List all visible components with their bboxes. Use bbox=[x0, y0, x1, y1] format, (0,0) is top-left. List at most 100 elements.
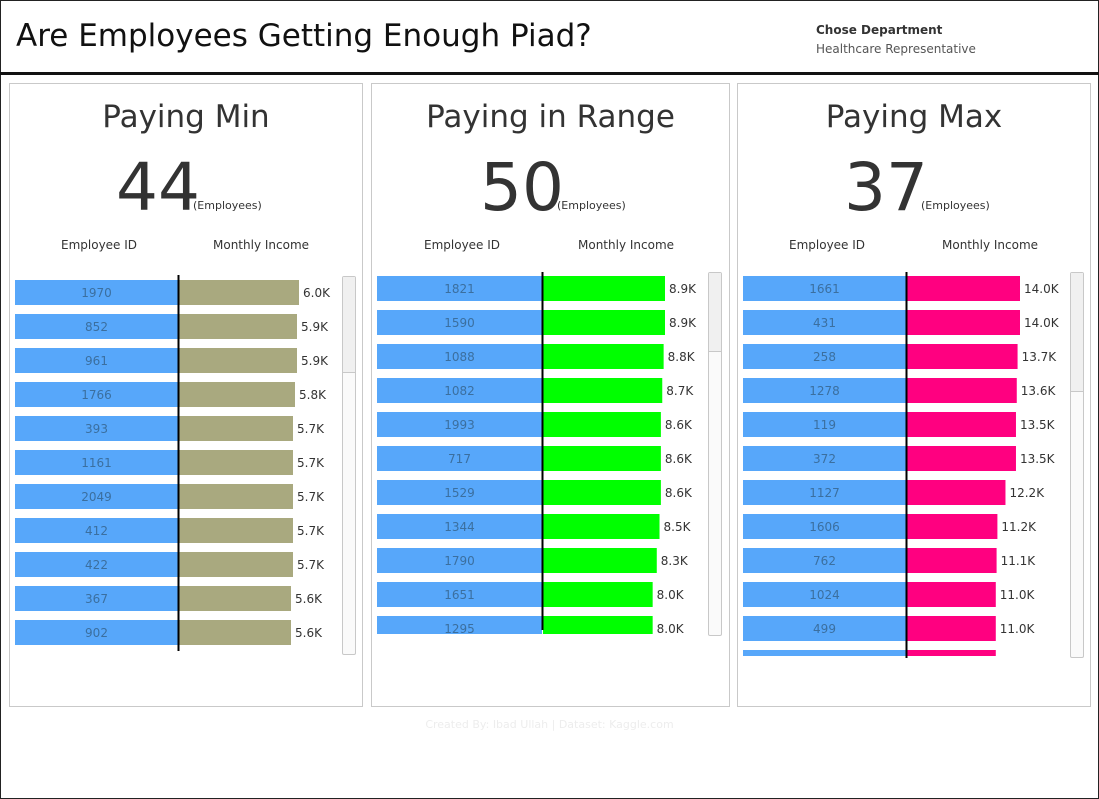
kpi-unit: (Employees) bbox=[557, 199, 626, 212]
dashboard-title: Are Employees Getting Enough Piad? bbox=[16, 18, 592, 54]
employee-id-bar bbox=[15, 586, 178, 611]
employee-id-bar bbox=[15, 348, 178, 373]
monthly-income-bar bbox=[543, 616, 653, 634]
monthly-income-bar bbox=[907, 616, 996, 641]
monthly-income-bar bbox=[179, 416, 293, 441]
monthly-income-bar bbox=[543, 378, 663, 403]
employee-id-bar bbox=[15, 484, 178, 509]
employee-id-bar bbox=[743, 276, 906, 301]
employee-id-bar bbox=[377, 548, 542, 573]
column-header-monthly-income: Monthly Income bbox=[213, 238, 310, 252]
employee-id-bar bbox=[377, 616, 542, 634]
employee-id-bar bbox=[743, 378, 906, 403]
scrollbar-thumb[interactable] bbox=[1071, 273, 1083, 392]
employee-id-bar-partial bbox=[743, 650, 906, 656]
employee-id-bar bbox=[377, 310, 542, 335]
monthly-income-bar bbox=[179, 586, 291, 611]
employee-id-bar bbox=[743, 480, 906, 505]
employee-id-bar bbox=[15, 620, 178, 645]
panel-paying-max: Paying Max 37 (Employees) Employee ID Mo… bbox=[737, 83, 1091, 707]
monthly-income-bar bbox=[179, 382, 295, 407]
min-bar-chart-svg: 1970 6.0K 852 5.9K 961 5.9K 1766 5.8K 393 5.7K 116… bbox=[15, 275, 331, 651]
employee-id-label: 1295 bbox=[444, 622, 475, 636]
range-chart-scrollbar[interactable] bbox=[708, 272, 722, 636]
employee-id-bar bbox=[743, 344, 906, 369]
column-header-monthly-income: Monthly Income bbox=[578, 238, 675, 252]
employee-id-label: 431 bbox=[813, 316, 836, 330]
panel-title: Paying Max bbox=[825, 99, 1003, 135]
monthly-income-label: 8.9K bbox=[669, 316, 697, 330]
employee-id-label: 1082 bbox=[444, 384, 475, 398]
range-bar-chart: 1821 8.9K 1590 8.9K 1088 8.8K 1082 8.7K 1993 8.6K… bbox=[372, 272, 702, 636]
department-filter-value[interactable]: Healthcare Representative bbox=[816, 42, 976, 56]
employee-id-label: 412 bbox=[85, 524, 108, 538]
monthly-income-label: 8.5K bbox=[664, 520, 692, 534]
panel-paying-min: Paying Min 44 (Employees) Employee ID Mo… bbox=[9, 83, 363, 707]
employee-id-label: 372 bbox=[813, 452, 836, 466]
monthly-income-label: 8.3K bbox=[661, 554, 689, 568]
monthly-income-label: 14.0K bbox=[1024, 282, 1060, 296]
min-bar-chart: 1970 6.0K 852 5.9K 961 5.9K 1766 5.8K 393 5.7K 116… bbox=[10, 275, 336, 655]
monthly-income-bar bbox=[179, 620, 291, 645]
panel-title: Paying Min bbox=[102, 99, 270, 135]
monthly-income-bar bbox=[543, 446, 661, 471]
range-bar-chart-svg: 1821 8.9K 1590 8.9K 1088 8.8K 1082 8.7K 1993 8.6K… bbox=[377, 272, 697, 636]
monthly-income-label: 8.8K bbox=[668, 350, 696, 364]
employee-id-bar bbox=[377, 412, 542, 437]
employee-id-label: 1606 bbox=[809, 520, 840, 534]
monthly-income-label: 5.7K bbox=[297, 524, 325, 538]
employee-id-label: 1766 bbox=[81, 388, 112, 402]
department-filter-label: Chose Department bbox=[816, 23, 943, 37]
monthly-income-bar bbox=[543, 582, 653, 607]
monthly-income-bar bbox=[907, 582, 996, 607]
monthly-income-bar bbox=[907, 548, 997, 573]
max-chart-scrollbar[interactable] bbox=[1070, 272, 1084, 658]
kpi-unit: (Employees) bbox=[921, 199, 990, 212]
employee-id-label: 1278 bbox=[809, 384, 840, 398]
kpi-value: 44 bbox=[116, 149, 200, 226]
employee-id-label: 1993 bbox=[444, 418, 475, 432]
employee-id-bar bbox=[743, 548, 906, 573]
monthly-income-label: 5.7K bbox=[297, 558, 325, 572]
monthly-income-bar bbox=[543, 344, 664, 369]
employee-id-label: 1344 bbox=[444, 520, 475, 534]
monthly-income-label: 5.7K bbox=[297, 456, 325, 470]
monthly-income-label: 8.6K bbox=[665, 418, 693, 432]
monthly-income-bar bbox=[543, 412, 661, 437]
employee-id-bar bbox=[15, 314, 178, 339]
monthly-income-bar bbox=[907, 480, 1006, 505]
monthly-income-bar bbox=[543, 514, 660, 539]
monthly-income-label: 5.7K bbox=[297, 490, 325, 504]
monthly-income-label: 8.9K bbox=[669, 282, 697, 296]
min-chart-scrollbar[interactable] bbox=[342, 276, 356, 655]
scrollbar-thumb[interactable] bbox=[343, 277, 355, 373]
monthly-income-label: 12.2K bbox=[1009, 486, 1045, 500]
monthly-income-label: 13.6K bbox=[1021, 384, 1057, 398]
monthly-income-label: 5.9K bbox=[301, 320, 329, 334]
employee-id-bar bbox=[377, 582, 542, 607]
employee-id-bar bbox=[743, 582, 906, 607]
footer-credit: Created By: Ibad Ullah | Dataset: Kaggle… bbox=[425, 718, 674, 731]
monthly-income-bar bbox=[543, 480, 661, 505]
column-header-monthly-income: Monthly Income bbox=[942, 238, 1039, 252]
employee-id-label: 1661 bbox=[809, 282, 840, 296]
monthly-income-label: 14.0K bbox=[1024, 316, 1060, 330]
monthly-income-bar bbox=[543, 548, 657, 573]
monthly-income-bar bbox=[543, 276, 665, 301]
employee-id-bar bbox=[743, 514, 906, 539]
monthly-income-bar bbox=[907, 276, 1020, 301]
monthly-income-label: 5.9K bbox=[301, 354, 329, 368]
employee-id-bar bbox=[15, 416, 178, 441]
employee-id-bar bbox=[377, 378, 542, 403]
employee-id-label: 717 bbox=[448, 452, 471, 466]
employee-id-label: 852 bbox=[85, 320, 108, 334]
employee-id-label: 1651 bbox=[444, 588, 475, 602]
employee-id-label: 1161 bbox=[81, 456, 112, 470]
employee-id-bar bbox=[15, 552, 178, 577]
employee-id-label: 499 bbox=[813, 622, 836, 636]
employee-id-bar bbox=[743, 412, 906, 437]
employee-id-label: 1590 bbox=[444, 316, 475, 330]
column-header-employee-id: Employee ID bbox=[424, 238, 501, 252]
employee-id-label: 1024 bbox=[809, 588, 840, 602]
scrollbar-thumb[interactable] bbox=[709, 273, 721, 352]
